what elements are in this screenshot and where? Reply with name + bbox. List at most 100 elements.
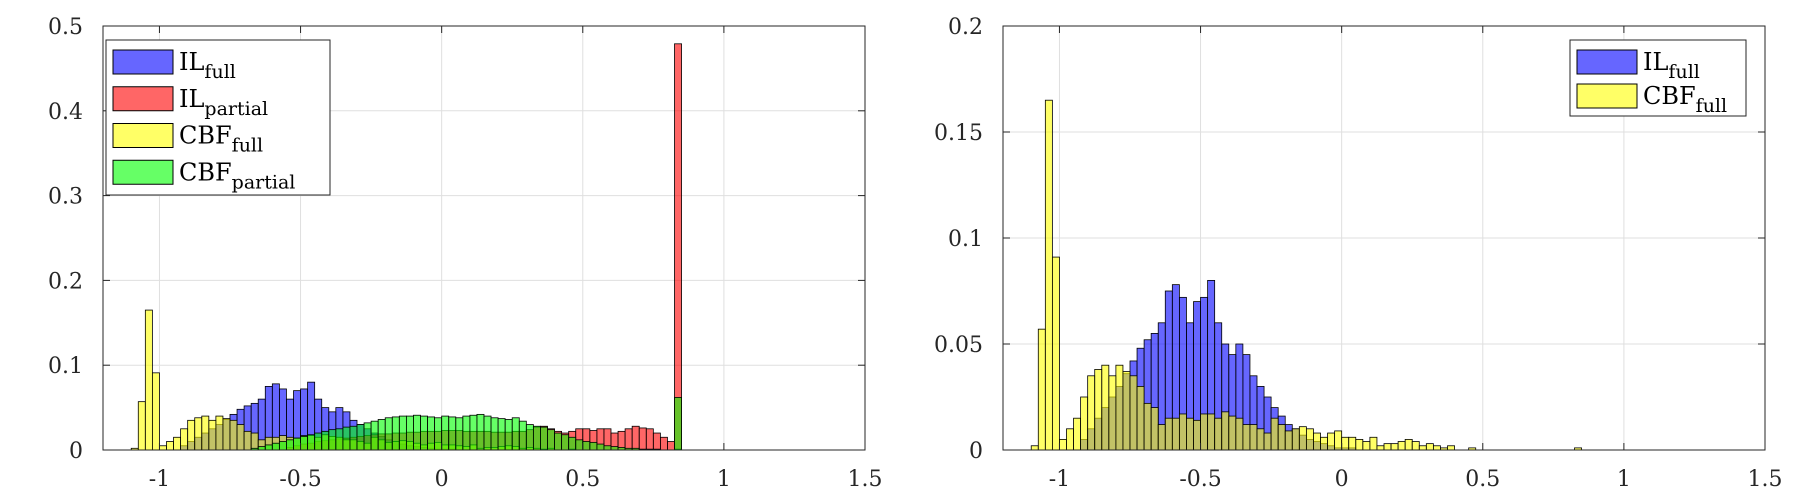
legend-swatch	[1576, 49, 1638, 75]
histogram-bar	[1087, 375, 1096, 451]
histogram-bar	[1157, 424, 1166, 451]
x-tick-label: 1.5	[1748, 467, 1783, 492]
histogram-bar	[1291, 428, 1300, 451]
x-tick-label: 1	[1617, 467, 1631, 492]
histogram-bar	[659, 436, 668, 451]
histogram-bar	[469, 414, 478, 451]
histogram-bar	[1242, 424, 1251, 451]
histogram-bar	[151, 372, 160, 451]
y-tick-label: 0	[69, 439, 83, 464]
histogram-bar	[328, 429, 337, 451]
y-tick-label: 0.3	[48, 185, 83, 210]
histogram-bar	[589, 441, 598, 451]
y-tick-label: 0.05	[934, 333, 983, 358]
histogram-bar	[1101, 364, 1110, 451]
histogram-bar	[511, 417, 520, 451]
x-tick-label: 0.5	[565, 467, 600, 492]
histogram-bar	[1186, 417, 1194, 451]
histogram-bar	[1432, 445, 1441, 451]
histogram-bar	[1221, 411, 1230, 451]
histogram-bar	[1235, 417, 1244, 451]
histogram-bar	[166, 441, 174, 451]
histogram-bar	[314, 432, 323, 451]
histogram-bar	[490, 417, 499, 451]
histogram-bar	[1059, 438, 1067, 451]
histogram-bar	[1249, 424, 1258, 451]
histogram-bar	[667, 441, 675, 451]
y-tick-label: 0.4	[48, 100, 83, 125]
legend-entry: CBFpartial	[179, 158, 295, 193]
histogram-bar	[194, 417, 203, 451]
histogram-bar	[236, 424, 245, 451]
y-tick-label: 0.1	[48, 354, 83, 379]
histogram-bar	[1298, 426, 1307, 451]
histogram-bar	[243, 430, 252, 451]
histogram-bar	[1030, 445, 1039, 451]
legend-entry: ILfull	[179, 48, 236, 83]
legend-entry: CBFfull	[179, 122, 263, 157]
legend-swatch	[112, 123, 174, 148]
histogram-bar	[427, 416, 436, 451]
legend-entry: ILfull	[1643, 48, 1700, 83]
histogram-bar	[1418, 445, 1427, 451]
legend-entry: CBFfull	[1643, 82, 1727, 117]
histogram-bar	[1263, 432, 1272, 451]
histogram-bar	[582, 441, 591, 451]
histogram-bar	[624, 428, 633, 451]
x-tick-label: -1	[1049, 467, 1070, 492]
histogram-bar	[532, 425, 541, 451]
histogram-bar	[1171, 417, 1180, 451]
chart-panel-1: -1 -0.5 0 0.5 1 1.5 0 0.1 0.2 0.3 0.4 0.5 ILfullILpa…	[48, 15, 883, 492]
histogram-bar	[547, 429, 555, 451]
histogram-bar	[349, 425, 358, 451]
histogram-bar	[356, 424, 365, 451]
histogram-bar	[363, 422, 372, 451]
histogram-bar	[1129, 375, 1138, 451]
histogram-bar	[201, 415, 210, 451]
histogram-bar	[187, 419, 196, 451]
histogram-bar	[1200, 413, 1209, 451]
histogram-bar	[1348, 436, 1357, 451]
histogram-bar	[448, 416, 457, 451]
histogram-bar	[1073, 417, 1082, 451]
histogram-bar	[1094, 369, 1103, 451]
histogram-bar	[1284, 430, 1293, 451]
histogram-bar	[1404, 438, 1413, 451]
histogram-bar	[1313, 432, 1321, 451]
histogram-bar	[420, 415, 428, 451]
histogram-bar	[455, 417, 464, 451]
legend-swatch	[112, 49, 174, 75]
histogram-bar	[271, 442, 280, 451]
histogram-bar	[631, 425, 640, 451]
histogram-bar	[1341, 436, 1350, 451]
histogram-bar	[1108, 375, 1117, 451]
histogram-bar	[144, 309, 153, 451]
series-cbf-full	[1030, 99, 1582, 451]
histogram-bar	[483, 415, 492, 451]
histogram-bar	[1355, 438, 1364, 451]
histogram-bar	[1066, 428, 1074, 451]
histogram-bar	[215, 415, 224, 451]
histogram-bar	[384, 417, 393, 451]
y-tick-label: 0.15	[934, 121, 983, 146]
histogram-bar	[518, 420, 527, 451]
histogram-bar	[1122, 371, 1131, 451]
histogram-bar	[1447, 445, 1455, 451]
histogram-bar	[1425, 443, 1434, 451]
histogram-bar	[568, 436, 577, 451]
histogram-bar	[638, 427, 647, 451]
histogram-bar	[286, 439, 294, 451]
y-tick-label: 0.2	[48, 269, 83, 294]
x-tick-label: 0	[1335, 467, 1349, 492]
histogram-bar	[1362, 441, 1371, 451]
histogram-bar	[173, 436, 182, 451]
histogram-bar	[476, 413, 485, 451]
histogram-bar	[377, 419, 386, 451]
histogram-bar	[391, 416, 400, 451]
histogram-bar	[610, 446, 619, 451]
histogram-bar	[1270, 417, 1279, 451]
histogram-bar	[1143, 402, 1152, 451]
